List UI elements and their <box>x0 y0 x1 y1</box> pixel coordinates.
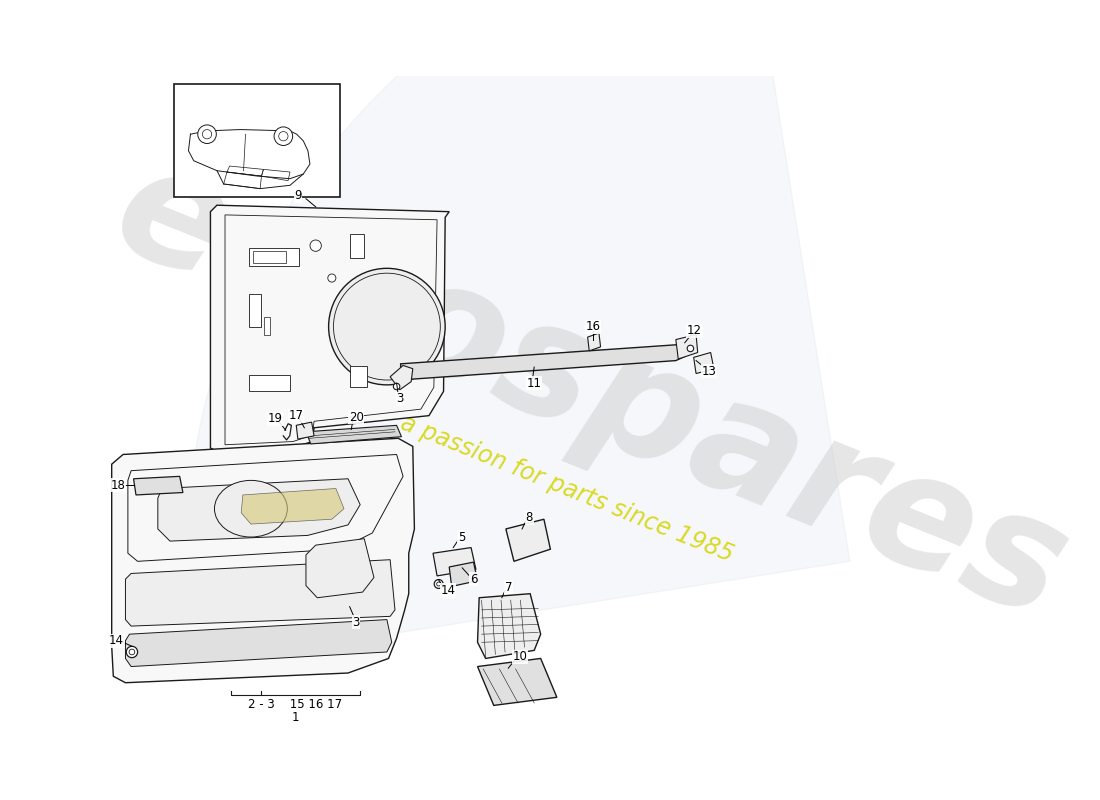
Polygon shape <box>506 519 550 562</box>
Circle shape <box>126 646 138 658</box>
Circle shape <box>328 274 336 282</box>
Text: 14: 14 <box>441 584 455 597</box>
Circle shape <box>278 131 288 141</box>
Bar <box>250 294 262 326</box>
Circle shape <box>198 125 217 143</box>
Circle shape <box>274 127 293 146</box>
Text: 2 - 3    15 16 17: 2 - 3 15 16 17 <box>249 698 342 711</box>
Text: 9: 9 <box>294 189 301 202</box>
Text: 8: 8 <box>526 511 534 524</box>
Bar <box>250 375 289 391</box>
Bar <box>350 366 367 387</box>
Polygon shape <box>675 334 697 359</box>
Text: a passion for parts since 1985: a passion for parts since 1985 <box>397 410 737 566</box>
Text: 6: 6 <box>470 573 477 586</box>
Polygon shape <box>210 205 449 451</box>
Polygon shape <box>477 658 557 706</box>
Circle shape <box>434 579 443 589</box>
Text: 5: 5 <box>458 530 465 543</box>
Text: 3: 3 <box>396 392 404 405</box>
Text: eurospares: eurospares <box>94 130 1088 653</box>
Polygon shape <box>133 476 183 495</box>
Bar <box>350 234 364 258</box>
Polygon shape <box>306 426 402 444</box>
Polygon shape <box>296 422 314 439</box>
Circle shape <box>310 240 321 251</box>
Text: 7: 7 <box>505 581 512 594</box>
Text: 17: 17 <box>288 409 304 422</box>
Circle shape <box>202 130 211 139</box>
Bar <box>250 248 299 266</box>
Polygon shape <box>694 353 714 374</box>
Polygon shape <box>112 438 415 682</box>
Text: 19: 19 <box>267 412 283 426</box>
Text: 16: 16 <box>586 320 601 333</box>
Polygon shape <box>433 547 476 576</box>
Polygon shape <box>125 560 395 626</box>
Polygon shape <box>587 333 601 351</box>
Text: 1: 1 <box>292 711 299 724</box>
Text: 3: 3 <box>352 615 360 629</box>
Polygon shape <box>125 619 392 666</box>
Polygon shape <box>390 366 412 390</box>
Circle shape <box>437 582 441 586</box>
Text: 12: 12 <box>688 324 702 337</box>
Polygon shape <box>186 0 850 665</box>
Text: 10: 10 <box>513 650 527 663</box>
Text: 18: 18 <box>111 478 125 492</box>
Bar <box>253 250 286 263</box>
Text: 20: 20 <box>349 410 364 424</box>
Circle shape <box>129 649 135 655</box>
Polygon shape <box>241 489 344 524</box>
Polygon shape <box>157 478 360 541</box>
Ellipse shape <box>214 480 287 537</box>
Polygon shape <box>449 562 477 586</box>
Text: 11: 11 <box>527 377 541 390</box>
Bar <box>174 84 340 197</box>
Polygon shape <box>477 594 541 658</box>
Polygon shape <box>400 345 686 379</box>
Bar <box>264 317 271 334</box>
Polygon shape <box>306 538 374 598</box>
Text: 14: 14 <box>109 634 124 647</box>
Circle shape <box>333 273 440 380</box>
Circle shape <box>329 268 446 385</box>
Circle shape <box>688 346 694 352</box>
Circle shape <box>394 383 399 390</box>
Text: 13: 13 <box>702 365 716 378</box>
